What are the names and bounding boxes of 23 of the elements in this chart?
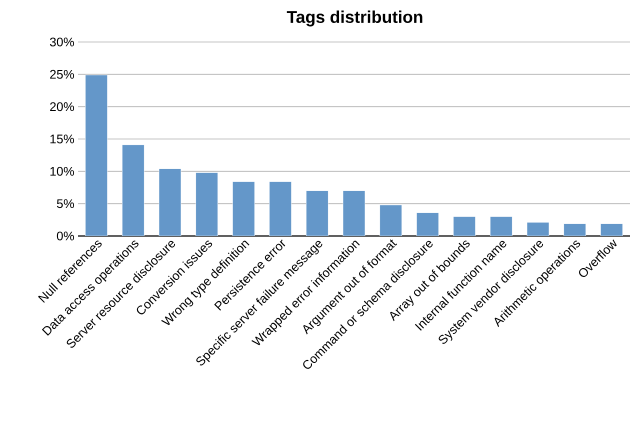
y-tick-label: 10%: [50, 166, 74, 176]
y-tick-label: 25%: [50, 70, 74, 79]
bar: [416, 212, 439, 236]
bar: [600, 224, 623, 236]
bar: [342, 190, 366, 236]
bar: [122, 144, 144, 236]
bar: [490, 216, 512, 236]
bar: [380, 204, 402, 236]
bar: [564, 224, 586, 236]
bar: [232, 181, 255, 236]
y-tick-label: 20%: [50, 102, 74, 112]
bar: [306, 190, 328, 236]
y-tick-label: 30%: [50, 38, 74, 46]
bar: [453, 216, 476, 236]
bar: [158, 168, 182, 236]
bar: [527, 222, 550, 236]
bar: [85, 74, 108, 236]
bar: [196, 172, 218, 236]
y-tick-label: 0%: [56, 232, 74, 240]
chart-title: Tags distribution: [286, 10, 422, 26]
bar: [269, 181, 292, 236]
y-tick-label: 15%: [50, 134, 74, 144]
y-tick-label: 5%: [56, 199, 74, 208]
